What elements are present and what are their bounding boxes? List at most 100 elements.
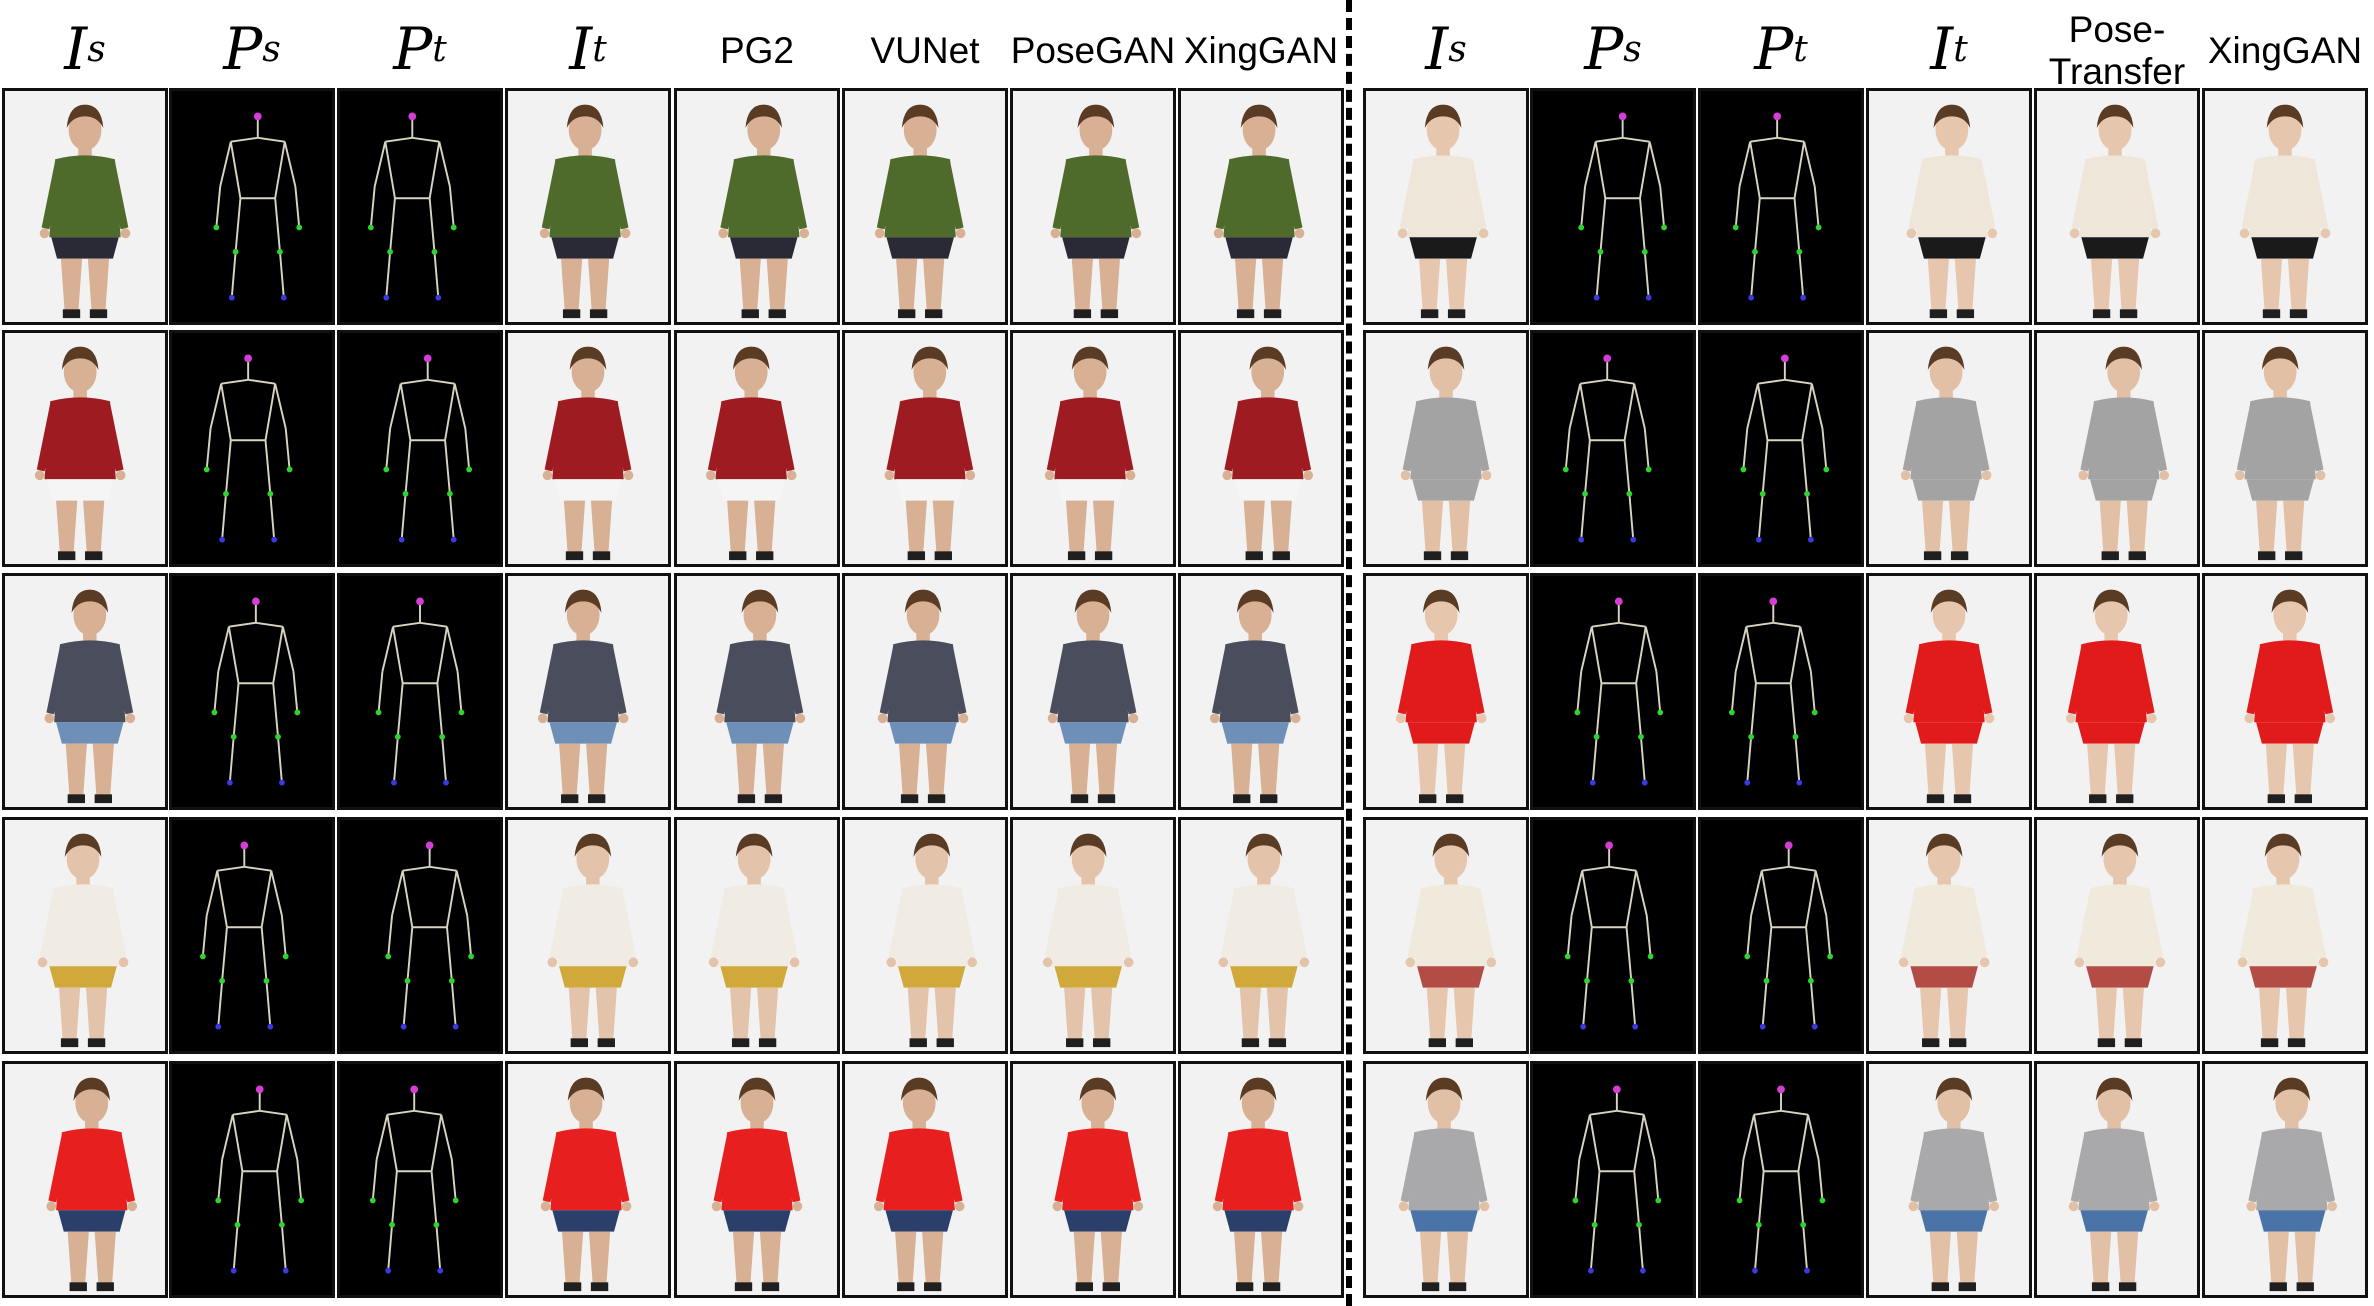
skeleton-bone	[1639, 736, 1646, 783]
skeleton-bone	[1797, 1114, 1809, 1172]
skeleton-bone	[430, 1171, 438, 1225]
joint-marker	[375, 709, 382, 716]
joint-marker	[1815, 224, 1822, 231]
header-symbol: I	[1930, 15, 1954, 83]
joint-marker	[275, 733, 281, 740]
skeleton	[213, 112, 303, 301]
joint-marker	[228, 294, 235, 301]
person-figure	[711, 1077, 803, 1292]
joint-marker	[211, 709, 218, 716]
right-row5-source-pose	[1530, 1061, 1696, 1298]
skeleton-bone	[1742, 1114, 1755, 1160]
joint-marker	[1732, 224, 1739, 231]
joint-head	[425, 841, 434, 850]
skeleton-bone	[400, 493, 407, 540]
joint-marker	[271, 536, 278, 543]
skeleton-bone	[1821, 428, 1828, 470]
skeleton-bone	[1633, 1114, 1645, 1172]
person-figure	[2065, 589, 2157, 804]
skeleton-bone	[1591, 736, 1598, 783]
skeleton-bone	[1653, 1159, 1660, 1201]
joint-marker	[431, 248, 438, 255]
joint-marker	[1572, 1197, 1579, 1204]
right-row5-target-pose	[1698, 1061, 1864, 1298]
skeleton-bone	[1616, 1109, 1644, 1116]
joint-marker	[1632, 1023, 1639, 1030]
header-symbol: P	[1754, 15, 1794, 83]
skeleton-bone	[377, 671, 384, 713]
joint-marker	[369, 1197, 376, 1204]
skeleton-bone	[1757, 378, 1785, 385]
skeleton-bone	[215, 186, 222, 228]
skeleton-bone	[1581, 870, 1593, 928]
joint-marker	[267, 1023, 274, 1030]
skeleton-bone	[1773, 621, 1801, 628]
joint-head	[244, 354, 252, 363]
right-row1-posetransfer-result	[2034, 88, 2200, 325]
left-row3-source-image	[2, 573, 168, 810]
skeleton-bone	[1765, 927, 1773, 981]
right-row5-target-image	[1866, 1061, 2032, 1298]
joint-marker	[1578, 224, 1585, 231]
right-row4-xinggan-result	[2202, 817, 2368, 1054]
skeleton	[375, 597, 465, 786]
skeleton-bone	[1576, 671, 1583, 713]
person-figure	[1212, 1077, 1304, 1292]
person-figure	[1044, 346, 1136, 561]
joint-marker	[1580, 1023, 1587, 1030]
person-figure	[2234, 346, 2326, 561]
joint-marker	[1661, 224, 1667, 231]
joint-marker	[1823, 466, 1830, 473]
joint-head	[1603, 354, 1612, 363]
right-row1-source-pose	[1530, 88, 1696, 325]
person-figure	[2078, 346, 2170, 561]
skeleton-bone	[209, 383, 223, 429]
joint-marker	[219, 977, 226, 984]
skeleton-bone	[217, 980, 224, 1027]
joint-marker	[1647, 953, 1654, 960]
joint-marker	[450, 536, 457, 543]
skeleton-bone	[1659, 186, 1666, 228]
header-subscript: t	[1953, 28, 1968, 70]
left-row1-target-image	[505, 88, 671, 325]
skeleton-bone	[401, 870, 414, 928]
joint-head	[1784, 841, 1793, 850]
skeleton-bone	[248, 378, 276, 385]
skeleton	[1574, 597, 1664, 786]
right-row5-posetransfer-result	[2034, 1061, 2200, 1298]
skeleton	[1732, 112, 1822, 301]
person-figure	[714, 589, 806, 804]
skeleton	[1740, 354, 1830, 543]
header-subscript: t	[592, 28, 607, 70]
joint-marker	[263, 977, 270, 984]
joint-marker	[223, 490, 229, 497]
joint-marker	[1804, 1267, 1810, 1274]
skeleton-bone	[280, 915, 287, 957]
skeleton-bone	[1593, 1171, 1601, 1225]
joint-marker	[1800, 1221, 1807, 1228]
right-row4-posetransfer-result	[2034, 817, 2200, 1054]
header-subscript: s	[262, 28, 281, 70]
left-row3-vunet-result	[842, 573, 1008, 810]
skeleton	[1728, 597, 1818, 786]
skeleton-bone	[387, 1224, 394, 1271]
person-figure	[1405, 833, 1497, 1048]
skeleton-bone	[1582, 865, 1610, 872]
person-figure	[1222, 346, 1314, 561]
skeleton-bone	[1761, 440, 1769, 494]
left-row1-target-pose	[337, 88, 503, 325]
skeleton-bone	[446, 626, 459, 672]
joint-marker	[1589, 779, 1596, 786]
person-figure	[34, 346, 126, 561]
joint-marker	[391, 779, 397, 786]
skeleton-bone	[1793, 198, 1801, 252]
left-row2-source-pose	[169, 330, 335, 567]
skeleton-bone	[1805, 870, 1817, 928]
joint-head	[1618, 112, 1627, 121]
joint-marker	[1593, 733, 1600, 740]
skeleton-bone	[228, 736, 235, 783]
